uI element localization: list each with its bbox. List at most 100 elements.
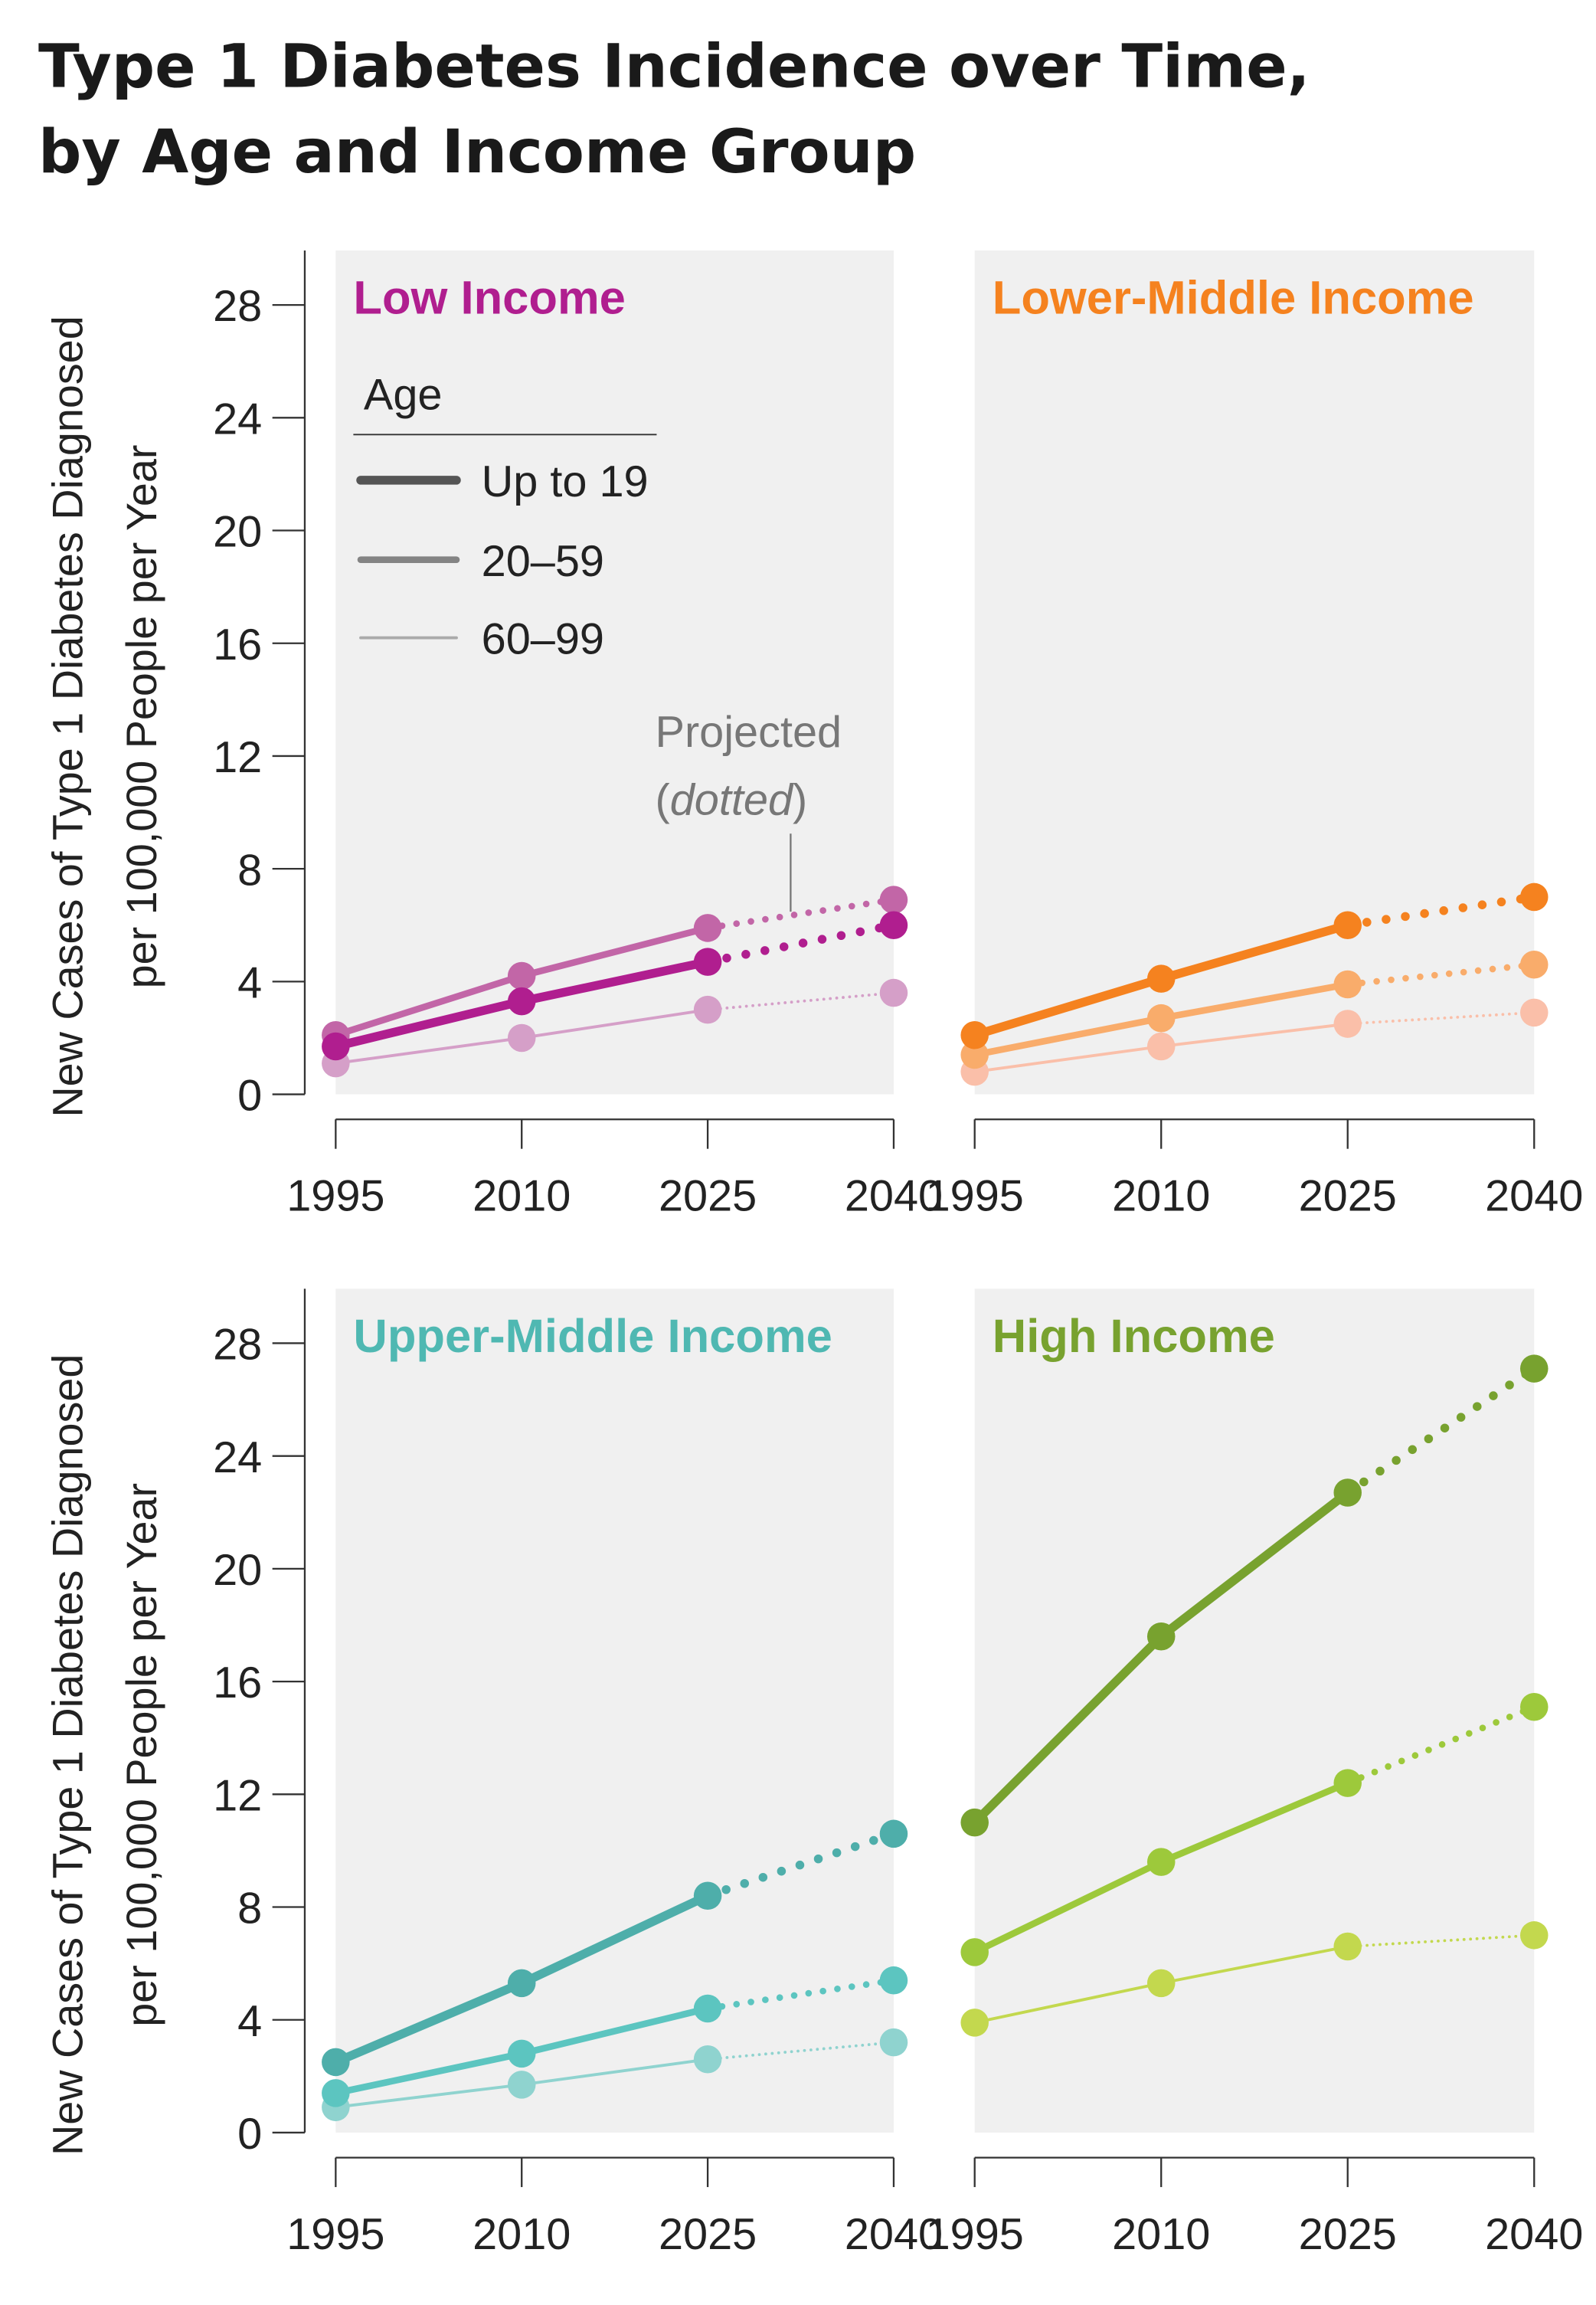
x-tick-label: 2010 bbox=[473, 1171, 571, 1220]
data-point bbox=[1519, 998, 1549, 1027]
series-20-59 bbox=[322, 886, 908, 1049]
annotation-close: ) bbox=[793, 775, 807, 824]
series-up-to-19 bbox=[322, 911, 908, 1061]
line-segment bbox=[520, 1008, 710, 1040]
annotation-line-1: Projected bbox=[656, 708, 842, 757]
x-tick-label: 1995 bbox=[926, 1171, 1024, 1220]
data-point bbox=[1519, 1354, 1549, 1383]
projected-segment bbox=[704, 1976, 898, 2012]
data-point bbox=[1333, 970, 1362, 999]
projected-segment bbox=[704, 896, 898, 931]
line-segment bbox=[1157, 981, 1352, 1022]
y-tick-label: 24 bbox=[213, 395, 262, 444]
data-point bbox=[507, 1023, 536, 1053]
line-segment bbox=[970, 1632, 1166, 1827]
data-point bbox=[693, 995, 722, 1024]
data-point bbox=[693, 914, 722, 942]
legend: Age Up to 19 20–59 60–99 bbox=[353, 371, 657, 664]
data-point bbox=[693, 2045, 722, 2074]
line-segment bbox=[332, 2050, 525, 2097]
projected-segment bbox=[1344, 961, 1538, 988]
data-point bbox=[879, 1966, 908, 1995]
y-tick-label: 0 bbox=[237, 2110, 262, 2159]
line-segment bbox=[520, 2058, 710, 2087]
data-point bbox=[879, 2028, 908, 2057]
line-segment bbox=[332, 972, 525, 1039]
data-point bbox=[322, 2079, 350, 2107]
panel-title: Lower-Middle Income bbox=[993, 272, 1474, 325]
projected-segment bbox=[706, 991, 895, 1012]
projected-segment bbox=[1346, 1010, 1536, 1026]
projected-annotation: Projected (dotted) bbox=[656, 708, 842, 912]
data-point bbox=[1519, 1692, 1549, 1721]
data-point bbox=[507, 987, 536, 1016]
y-tick-label: 8 bbox=[237, 1884, 262, 1933]
data-point bbox=[1146, 1848, 1176, 1876]
data-point bbox=[960, 1040, 989, 1069]
panel-title: Low Income bbox=[353, 272, 625, 325]
data-point bbox=[1146, 1622, 1176, 1651]
data-point bbox=[693, 1994, 722, 2023]
data-point bbox=[1333, 1010, 1362, 1038]
y-tick-label: 8 bbox=[237, 846, 262, 895]
data-point bbox=[960, 1021, 989, 1049]
series-60-99 bbox=[960, 1921, 1549, 2037]
data-point bbox=[1519, 951, 1549, 979]
data-point bbox=[879, 911, 908, 940]
x-tick-label: 1995 bbox=[926, 2210, 1024, 2259]
annotation-italic: dotted bbox=[670, 775, 794, 824]
line-segment bbox=[1156, 920, 1352, 984]
y-tick-label: 0 bbox=[237, 1072, 262, 1121]
x-tick-label: 2010 bbox=[473, 2210, 571, 2259]
projected-segment bbox=[703, 1829, 898, 1901]
x-tick-label: 2040 bbox=[845, 1171, 943, 1220]
x-tick-label: 2025 bbox=[659, 2210, 757, 2259]
data-point bbox=[1333, 1769, 1362, 1797]
projected-segment bbox=[1346, 1933, 1536, 1948]
x-tick-label: 2025 bbox=[659, 1171, 757, 1220]
legend-entry: Up to 19 bbox=[482, 457, 649, 506]
legend-entry: 20–59 bbox=[482, 537, 604, 586]
line-segment bbox=[970, 974, 1166, 1040]
projected-segment bbox=[706, 2041, 895, 2061]
y-axis-label-line-2: per 100,000 People per Year bbox=[118, 1483, 165, 2027]
line-segment bbox=[517, 957, 712, 1006]
line-segment bbox=[973, 1045, 1163, 1074]
x-tick-label: 1995 bbox=[286, 1171, 384, 1220]
panel-title: Upper-Middle Income bbox=[353, 1310, 832, 1363]
data-point bbox=[322, 1032, 350, 1061]
panel-title: High Income bbox=[993, 1310, 1275, 1363]
series-up-to-19 bbox=[322, 1819, 908, 2077]
line-segment bbox=[1156, 1488, 1352, 1641]
x-tick-label: 2040 bbox=[845, 2210, 943, 2259]
series-60-99 bbox=[960, 998, 1549, 1086]
data-point bbox=[960, 2009, 989, 2037]
y-tick-label: 28 bbox=[213, 1321, 262, 1370]
data-point bbox=[1146, 1032, 1176, 1061]
y-axis-label-line-1: New Cases of Type 1 Diabetes Diagnosed bbox=[44, 1354, 92, 2156]
line-segment bbox=[1159, 1945, 1349, 1985]
y-tick-label: 16 bbox=[213, 620, 262, 670]
chart-title-line-2: by Age and Income Group bbox=[38, 116, 916, 187]
x-tick-label: 2040 bbox=[1485, 1171, 1583, 1220]
chart-title-line-1: Type 1 Diabetes Incidence over Time, bbox=[38, 31, 1310, 102]
panel-upper-middle-income: 0 4 8 12 16 20 24 28 New Cases of Type 1 Diabete… bbox=[44, 1288, 943, 2259]
data-point bbox=[960, 1938, 989, 1966]
line-segment bbox=[334, 1036, 524, 1066]
data-point bbox=[960, 1808, 989, 1837]
line-segment bbox=[331, 997, 526, 1051]
line-segment bbox=[1157, 1779, 1352, 1865]
x-tick-label: 2025 bbox=[1299, 1171, 1397, 1220]
projected-segment bbox=[703, 920, 898, 967]
data-point bbox=[1146, 1969, 1176, 1998]
data-point bbox=[1333, 1932, 1362, 1961]
data-point bbox=[693, 948, 722, 976]
y-tick-label: 12 bbox=[213, 733, 262, 782]
data-point bbox=[1146, 1004, 1176, 1033]
annotation-line-2: (dotted) bbox=[656, 775, 808, 824]
data-point bbox=[1519, 1921, 1549, 1950]
series-20-59 bbox=[960, 1692, 1549, 1966]
plot-background bbox=[335, 1288, 894, 2133]
line-segment bbox=[517, 1891, 712, 1988]
